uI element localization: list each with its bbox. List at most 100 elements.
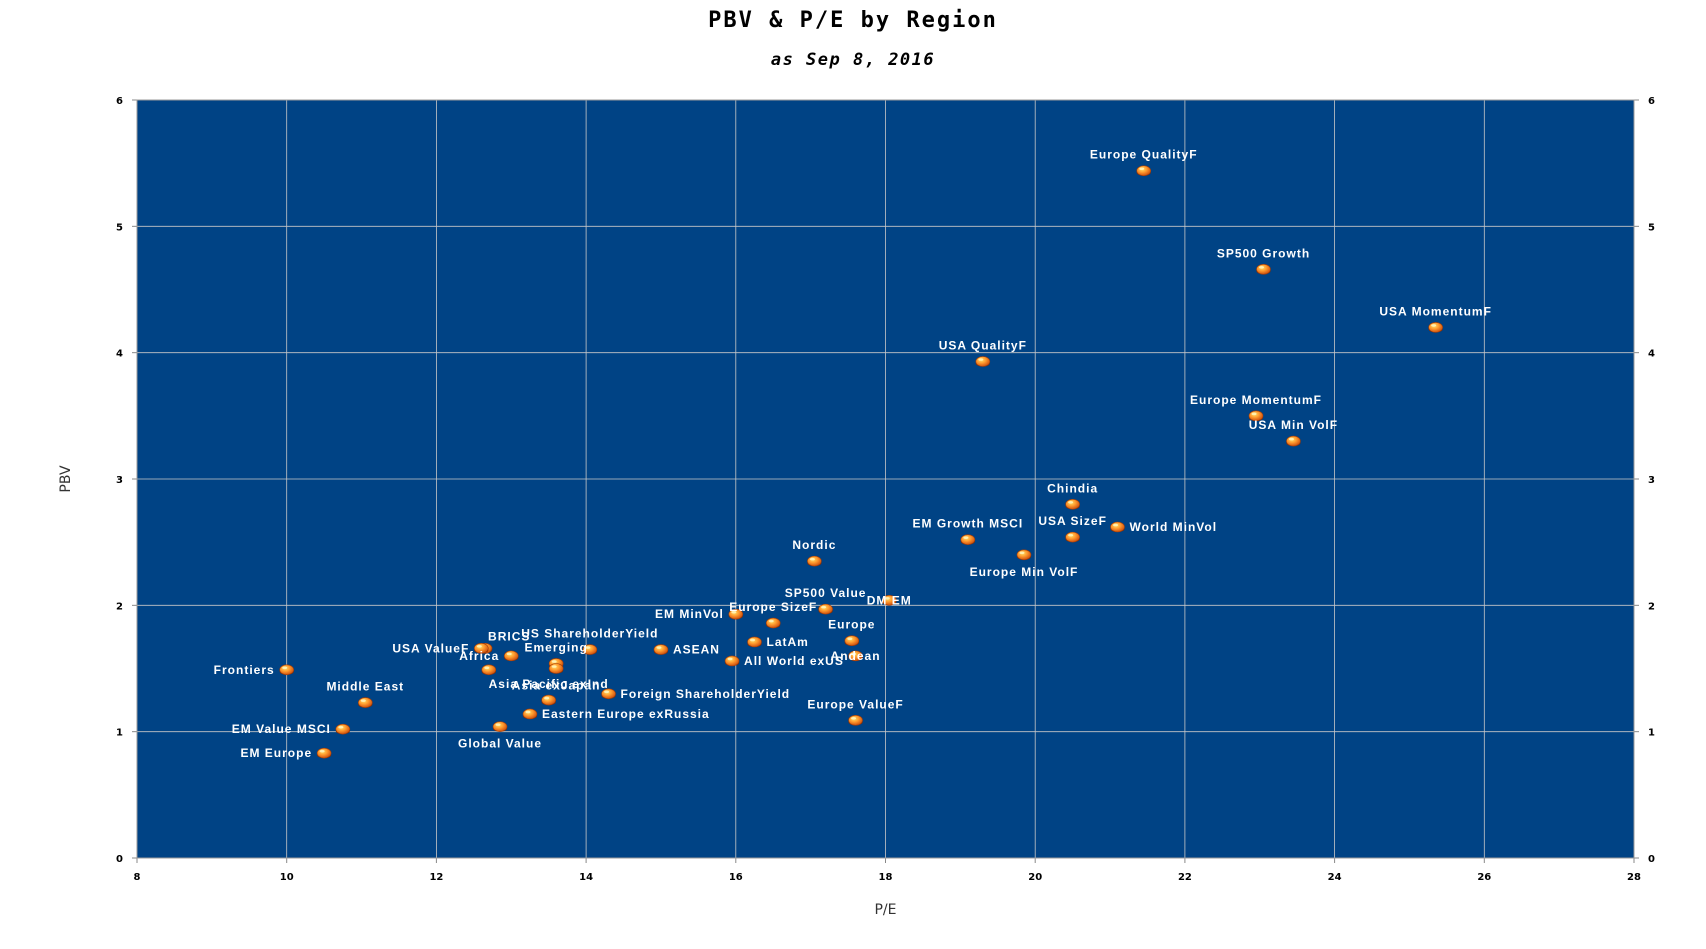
data-point	[724, 655, 740, 667]
x-tick-label: 10	[280, 872, 294, 883]
data-point	[1248, 410, 1264, 422]
data-point-highlight	[1068, 500, 1074, 504]
data-point	[844, 635, 860, 647]
data-point	[316, 747, 332, 759]
data-point-marker	[492, 721, 508, 732]
data-point-marker	[1110, 521, 1125, 533]
point-label: Foreign ShareholderYield	[621, 687, 791, 701]
data-point	[848, 714, 863, 726]
data-point-highlight	[963, 536, 969, 539]
data-point	[807, 555, 822, 567]
point-label: Asia exJapan	[512, 679, 601, 693]
data-point-marker	[279, 664, 295, 676]
data-point-marker	[316, 747, 332, 759]
data-point-highlight	[1288, 437, 1294, 441]
data-point-highlight	[585, 646, 591, 649]
data-point	[1065, 531, 1080, 543]
data-point	[548, 663, 564, 674]
data-point-marker	[1065, 531, 1080, 543]
point-label: Middle East	[326, 680, 404, 694]
point-label: Global Value	[458, 737, 542, 751]
data-point-highlight	[495, 723, 501, 726]
data-point-marker	[960, 534, 976, 545]
data-point	[492, 721, 508, 732]
y-tick-label-left: 3	[116, 475, 123, 486]
point-label: USA SizeF	[1038, 514, 1107, 528]
y-tick-label-left: 4	[116, 349, 123, 360]
plot-border	[136, 99, 1635, 859]
data-point	[881, 594, 897, 606]
data-point	[1016, 549, 1032, 561]
data-point-highlight	[847, 637, 853, 641]
x-tick-label: 20	[1028, 872, 1042, 883]
data-point-marker	[844, 635, 860, 647]
point-label: Europe Min VolF	[970, 565, 1079, 579]
data-point-highlight	[506, 652, 512, 656]
data-point-marker	[1256, 263, 1271, 275]
point-label: Europe QualityF	[1090, 148, 1198, 162]
data-point-marker	[335, 723, 351, 735]
data-point-marker	[807, 555, 822, 567]
y-tick-label-left: 0	[116, 854, 123, 865]
point-label: Asia Pacific exInd	[489, 677, 609, 691]
data-point-highlight	[768, 619, 774, 623]
data-point-highlight	[809, 557, 815, 561]
data-point	[335, 723, 351, 735]
data-point-highlight	[1431, 324, 1437, 327]
data-point-highlight	[551, 660, 557, 663]
data-point-marker	[522, 708, 538, 720]
gridlines	[136, 99, 1635, 859]
data-point-highlight	[1139, 167, 1145, 171]
data-point-marker	[481, 664, 497, 676]
x-tick-label: 28	[1627, 872, 1641, 883]
data-point-highlight	[1113, 523, 1119, 527]
data-point-marker	[541, 694, 556, 706]
point-label: Europe ValueF	[807, 697, 903, 711]
data-point	[960, 534, 976, 545]
chart-title: PBV & P/E by Region	[708, 8, 998, 33]
data-point	[357, 697, 373, 708]
data-point-highlight	[1019, 551, 1025, 555]
point-label: EM MinVol	[655, 607, 724, 621]
point-label: USA QualityF	[939, 339, 1027, 353]
data-point-highlight	[978, 358, 984, 361]
data-point-marker	[747, 636, 762, 648]
point-label: US ShareholderYield	[521, 627, 658, 641]
data-point-highlight	[484, 666, 490, 670]
data-point-marker	[848, 714, 863, 726]
x-axis-title: P/E	[874, 902, 896, 918]
chart-subtitle: as Sep 8, 2016	[770, 50, 936, 70]
data-point	[747, 636, 762, 648]
data-point-highlight	[476, 644, 482, 648]
data-point	[848, 650, 863, 662]
data-point	[818, 603, 833, 615]
data-point-marker	[1016, 549, 1032, 561]
data-point-marker	[724, 655, 740, 667]
data-point	[1136, 165, 1152, 177]
data-point	[522, 708, 538, 720]
x-tick-label: 22	[1178, 872, 1192, 883]
point-label: Nordic	[792, 538, 836, 552]
data-point-highlight	[319, 749, 325, 753]
data-point-highlight	[1068, 533, 1074, 537]
data-point-marker	[503, 650, 519, 662]
data-point-marker	[357, 697, 373, 708]
y-tick-label-right: 1	[1648, 728, 1655, 739]
point-label: USA ValueF	[392, 641, 469, 655]
y-tick-label-right: 6	[1648, 96, 1655, 107]
axes: 8 10 12 14 16 18 20 22 24 26 280 01 12 23 34 45 56 6	[116, 96, 1655, 883]
y-tick-label-left: 1	[116, 728, 123, 739]
data-point	[765, 617, 781, 629]
data-point-highlight	[656, 646, 662, 649]
data-point-marker	[975, 356, 991, 367]
data-point-highlight	[525, 710, 531, 714]
y-tick-label-right: 3	[1648, 475, 1655, 486]
point-labels: Europe QualityF SP500 Growth USA MomentumF…	[214, 148, 1491, 760]
data-point-marker	[548, 663, 564, 674]
point-label: ASEAN	[673, 643, 720, 657]
data-point-highlight	[338, 725, 344, 729]
point-label: Emerging	[524, 640, 587, 654]
data-point	[582, 644, 598, 655]
data-point-highlight	[851, 716, 857, 720]
